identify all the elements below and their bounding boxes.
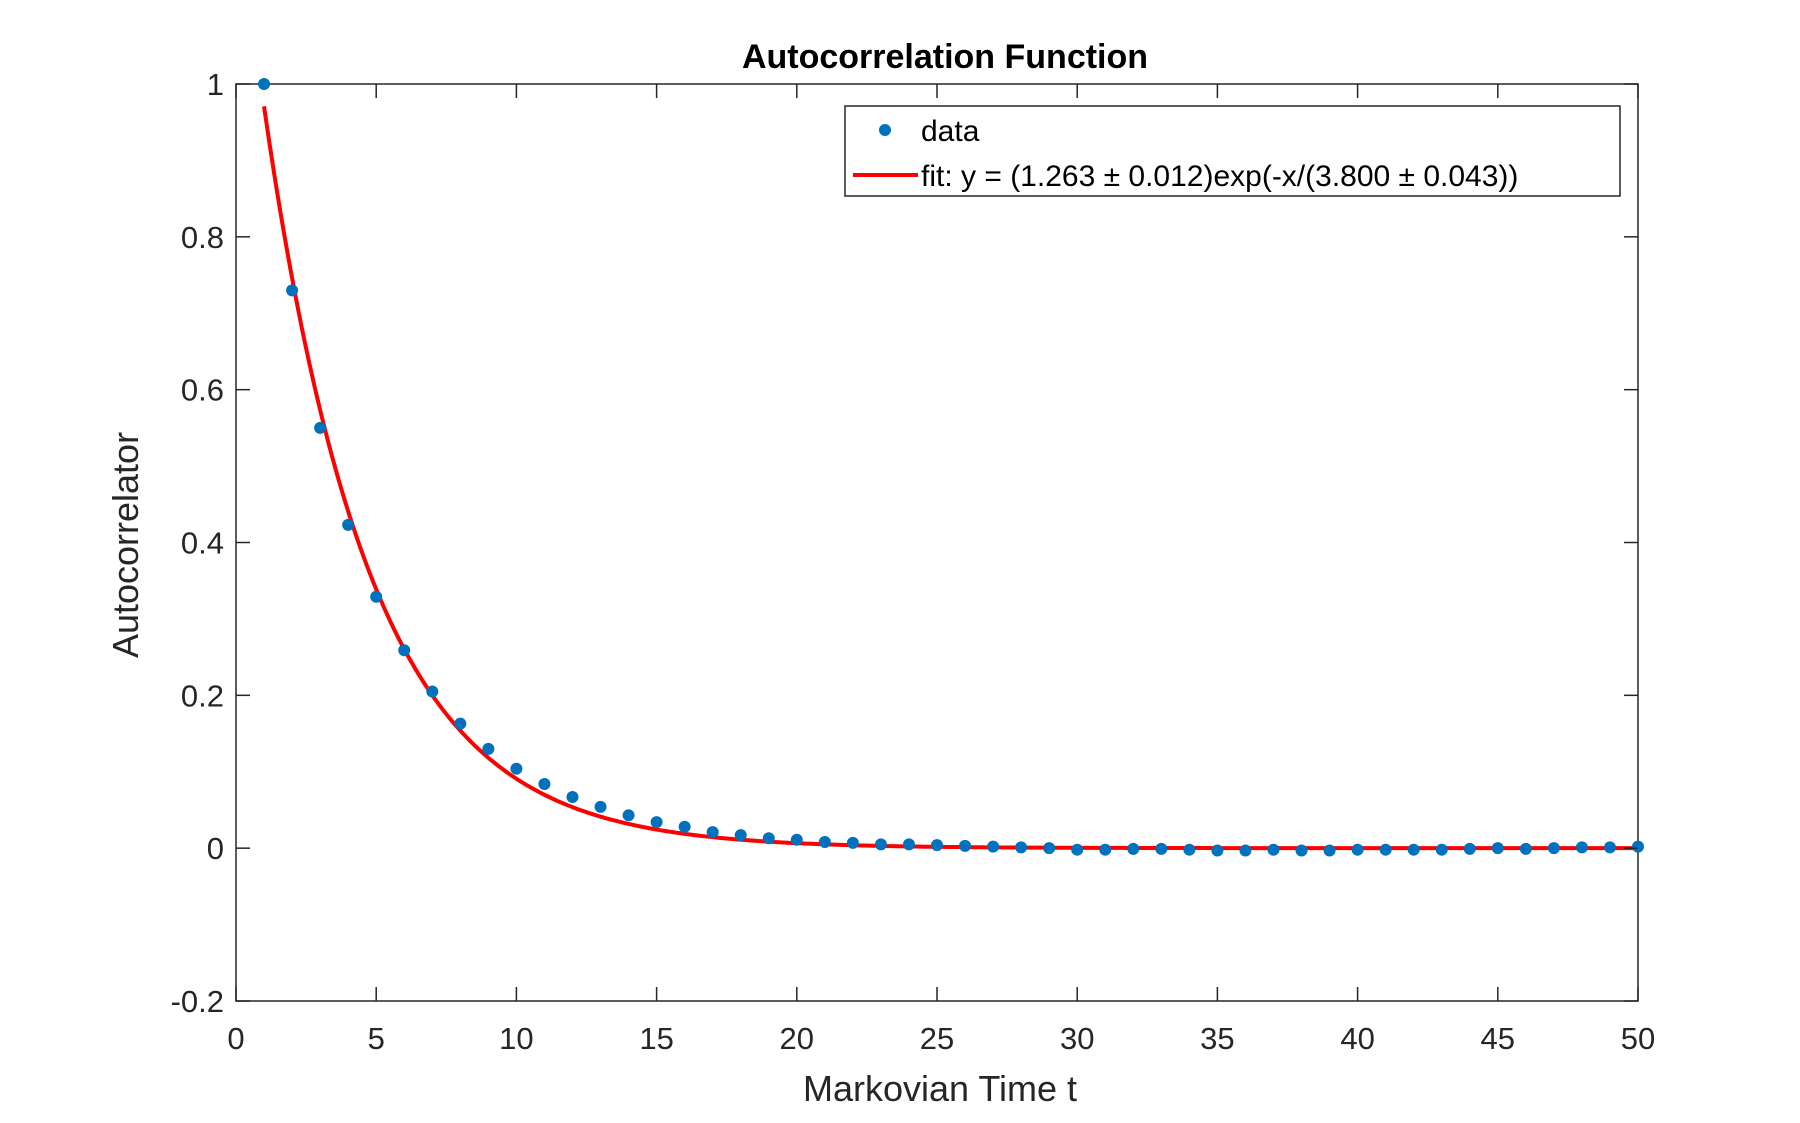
- x-tick-label: 15: [639, 1021, 673, 1056]
- data-point: [398, 644, 411, 657]
- data-point: [622, 809, 635, 822]
- data-point: [1463, 842, 1476, 855]
- data-point: [1435, 843, 1448, 856]
- data-point: [1099, 843, 1112, 856]
- data-point: [1575, 841, 1588, 854]
- data-point: [931, 839, 943, 852]
- y-tick-label: -0.2: [171, 984, 224, 1019]
- x-axis-label: Markovian Time t: [803, 1068, 1077, 1109]
- legend-data-marker: [879, 124, 891, 136]
- data-point: [1155, 842, 1168, 855]
- data-point: [959, 839, 972, 852]
- data-point: [1519, 842, 1532, 855]
- data-point: [454, 717, 467, 730]
- legend-box: [844, 105, 1621, 197]
- data-point: [1351, 843, 1364, 856]
- data-point: [734, 829, 747, 842]
- data-point: [1295, 844, 1308, 857]
- legend: data fit: y = (1.263 ± 0.012)exp(-x/(3.8…: [844, 105, 1621, 197]
- x-tick-label: 50: [1621, 1021, 1655, 1056]
- data-point: [1267, 843, 1280, 856]
- data-point: [370, 590, 383, 603]
- x-tick-label: 10: [499, 1021, 533, 1056]
- x-tick-label: 0: [227, 1021, 244, 1056]
- data-point: [650, 816, 663, 829]
- data-point: [594, 800, 607, 813]
- data-point: [818, 836, 831, 849]
- data-point: [258, 78, 271, 90]
- data-point: [1407, 843, 1420, 856]
- data-point: [874, 838, 887, 851]
- data-point: [1632, 840, 1644, 853]
- data-point: [846, 836, 859, 849]
- data-point: [987, 840, 1000, 853]
- data-point: [790, 833, 803, 846]
- y-tick-label: 0.4: [181, 526, 224, 561]
- data-point: [1603, 841, 1616, 854]
- data-point: [762, 832, 775, 845]
- data-point: [1211, 844, 1224, 857]
- axis-ticks: 0 5 10 15 20 25 30 35 40 45 50-0.200.20.40.60.81: [171, 67, 1656, 1056]
- data-point: [1379, 843, 1392, 856]
- y-tick-label: 0.8: [181, 220, 224, 255]
- y-axis-label: Autocorrelator: [105, 432, 146, 658]
- x-tick-label: 20: [780, 1021, 814, 1056]
- data-point: [566, 790, 579, 803]
- data-points-layer: [258, 78, 1644, 857]
- data-point: [1015, 841, 1028, 854]
- legend-fit-label: fit: y = (1.263 ± 0.012)exp(-x/(3.800 ± …: [921, 160, 1518, 193]
- data-point: [286, 284, 299, 297]
- data-point: [1183, 843, 1196, 856]
- y-tick-label: 0.6: [181, 373, 224, 408]
- data-point: [482, 742, 495, 755]
- data-point: [678, 820, 691, 833]
- x-tick-label: 30: [1060, 1021, 1094, 1056]
- data-point: [1547, 842, 1560, 855]
- data-point: [902, 838, 915, 851]
- legend-data-label: data: [921, 115, 980, 148]
- data-point: [1127, 842, 1140, 855]
- y-tick-label: 1: [207, 67, 224, 102]
- data-point: [510, 762, 523, 775]
- y-tick-label: 0: [207, 831, 224, 866]
- data-point: [1491, 842, 1504, 855]
- x-tick-label: 5: [368, 1021, 385, 1056]
- data-point: [1043, 842, 1056, 855]
- axes-box: [235, 83, 1639, 1002]
- chart-title: Autocorrelation Function: [742, 38, 1148, 76]
- x-tick-label: 40: [1340, 1021, 1374, 1056]
- data-point: [314, 421, 327, 434]
- data-point: [706, 826, 719, 839]
- x-tick-label: 45: [1481, 1021, 1515, 1056]
- fit-layer: [262, 106, 1638, 851]
- data-point: [538, 777, 551, 790]
- data-point: [1071, 843, 1084, 856]
- data-point: [1239, 844, 1252, 857]
- y-tick-label: 0.2: [181, 678, 224, 713]
- plot-area: [235, 83, 1639, 1002]
- data-point: [426, 685, 439, 698]
- data-point: [342, 518, 355, 531]
- fit-line: [262, 106, 1638, 851]
- data-point: [1323, 844, 1336, 857]
- x-tick-label: 25: [920, 1021, 954, 1056]
- x-tick-label: 35: [1200, 1021, 1234, 1056]
